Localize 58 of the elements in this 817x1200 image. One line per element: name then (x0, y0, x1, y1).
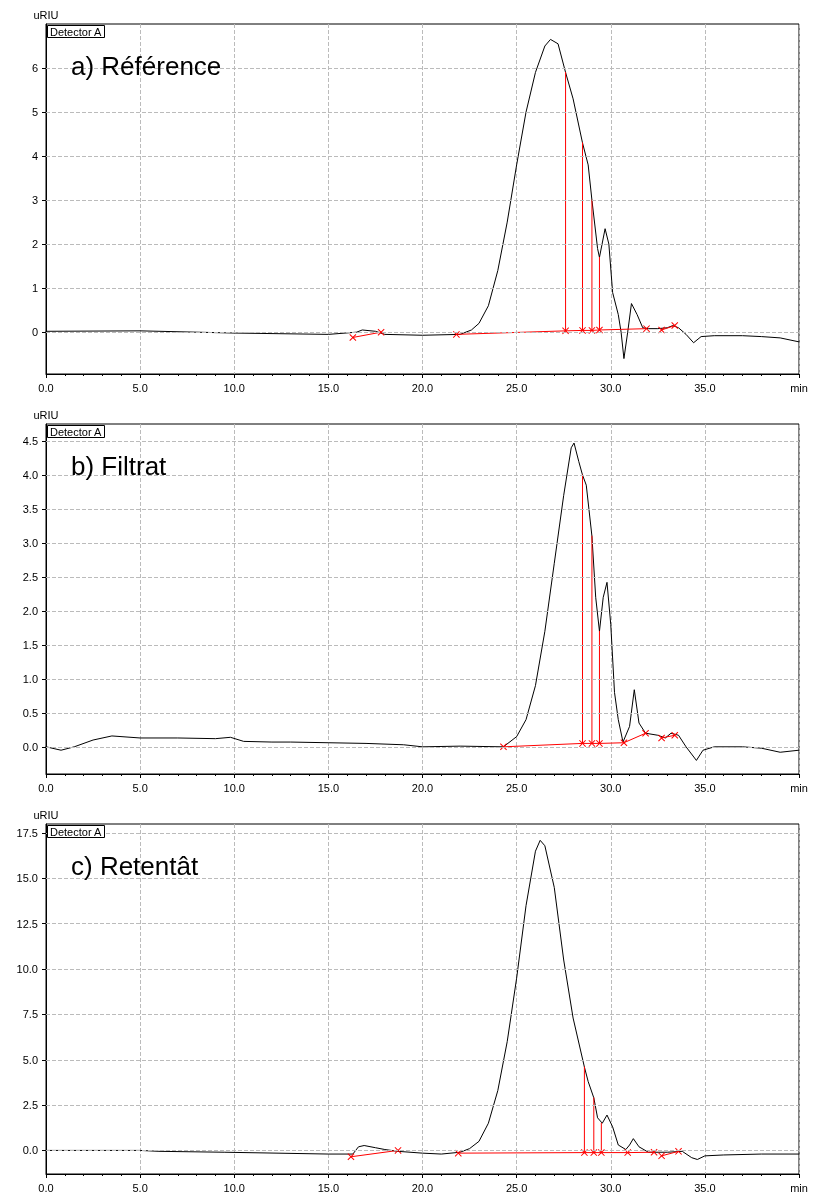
y-tick-label: 2.0 (22, 604, 38, 617)
y-axis-title: uRIU (33, 408, 59, 421)
x-tick-label: 5.0 (132, 1181, 148, 1194)
x-tick-label: 35.0 (694, 781, 716, 794)
x-tick-label: 25.0 (505, 781, 528, 794)
y-tick-label: 3.5 (22, 502, 38, 515)
x-tick-label: 10.0 (223, 381, 245, 394)
x-tick-label: 10.0 (223, 1181, 245, 1194)
x-tick-label: 20.0 (411, 781, 434, 794)
annotation: Detector A (50, 25, 103, 38)
y-tick-label: 0.0 (22, 1144, 38, 1157)
y-tick-label: 5.0 (22, 1053, 38, 1066)
y-tick-label: 1.0 (22, 672, 38, 685)
x-tick-label: 10.0 (223, 781, 245, 794)
y-tick-label: 17.5 (16, 827, 38, 840)
x-tick-label: 15.0 (317, 781, 340, 794)
x-tick-label: 30.0 (600, 381, 622, 394)
x-tick-label: 20.0 (411, 1181, 434, 1194)
y-tick-label: 0 (31, 326, 38, 339)
x-tick-label: 25.0 (505, 381, 528, 394)
x-tick-label: 25.0 (505, 1181, 528, 1194)
y-tick-label: 1 (31, 282, 38, 295)
y-tick-label: 15.0 (16, 872, 38, 885)
y-axis-title: uRIU (33, 8, 59, 21)
annotation: Detector A (50, 825, 103, 838)
y-tick-label: 4.0 (22, 468, 38, 481)
y-tick-label: 5 (31, 106, 38, 119)
y-tick-label: 1.5 (22, 638, 38, 651)
y-axis-title: uRIU (33, 808, 59, 821)
x-tick-label: 15.0 (317, 381, 340, 394)
x-tick-label: min (790, 381, 808, 394)
x-tick-label: 15.0 (317, 1181, 340, 1194)
y-tick-label: 10.0 (16, 963, 38, 976)
x-tick-label: 20.0 (411, 381, 434, 394)
x-tick-label: 5.0 (132, 781, 148, 794)
x-tick-label: 5.0 (132, 381, 148, 394)
text: c) Retentât (71, 851, 199, 881)
y-tick-label: 4.5 (22, 434, 38, 447)
y-tick-label: 3 (31, 194, 38, 207)
y-tick-label: 2.5 (22, 570, 38, 583)
x-tick-label: min (790, 1181, 808, 1194)
x-tick-label: 30.0 (600, 1181, 622, 1194)
y-tick-label: 3.0 (22, 536, 38, 549)
x-tick-label: min (790, 781, 808, 794)
x-tick-label: 35.0 (694, 1181, 716, 1194)
y-tick-label: 4 (31, 150, 38, 163)
text: a) Référence (71, 51, 222, 81)
x-tick-label: 35.0 (694, 381, 716, 394)
y-tick-label: 6 (31, 62, 38, 75)
y-tick-label: 0.5 (22, 706, 38, 719)
text: b) Filtrat (71, 451, 168, 481)
y-tick-label: 0.0 (22, 740, 38, 753)
x-tick-label: 30.0 (600, 781, 622, 794)
y-tick-label: 12.5 (16, 917, 38, 930)
y-tick-label: 2 (31, 238, 38, 251)
y-tick-label: 2.5 (22, 1099, 38, 1112)
y-tick-label: 7.5 (22, 1008, 38, 1021)
annotation: Detector A (50, 425, 103, 438)
